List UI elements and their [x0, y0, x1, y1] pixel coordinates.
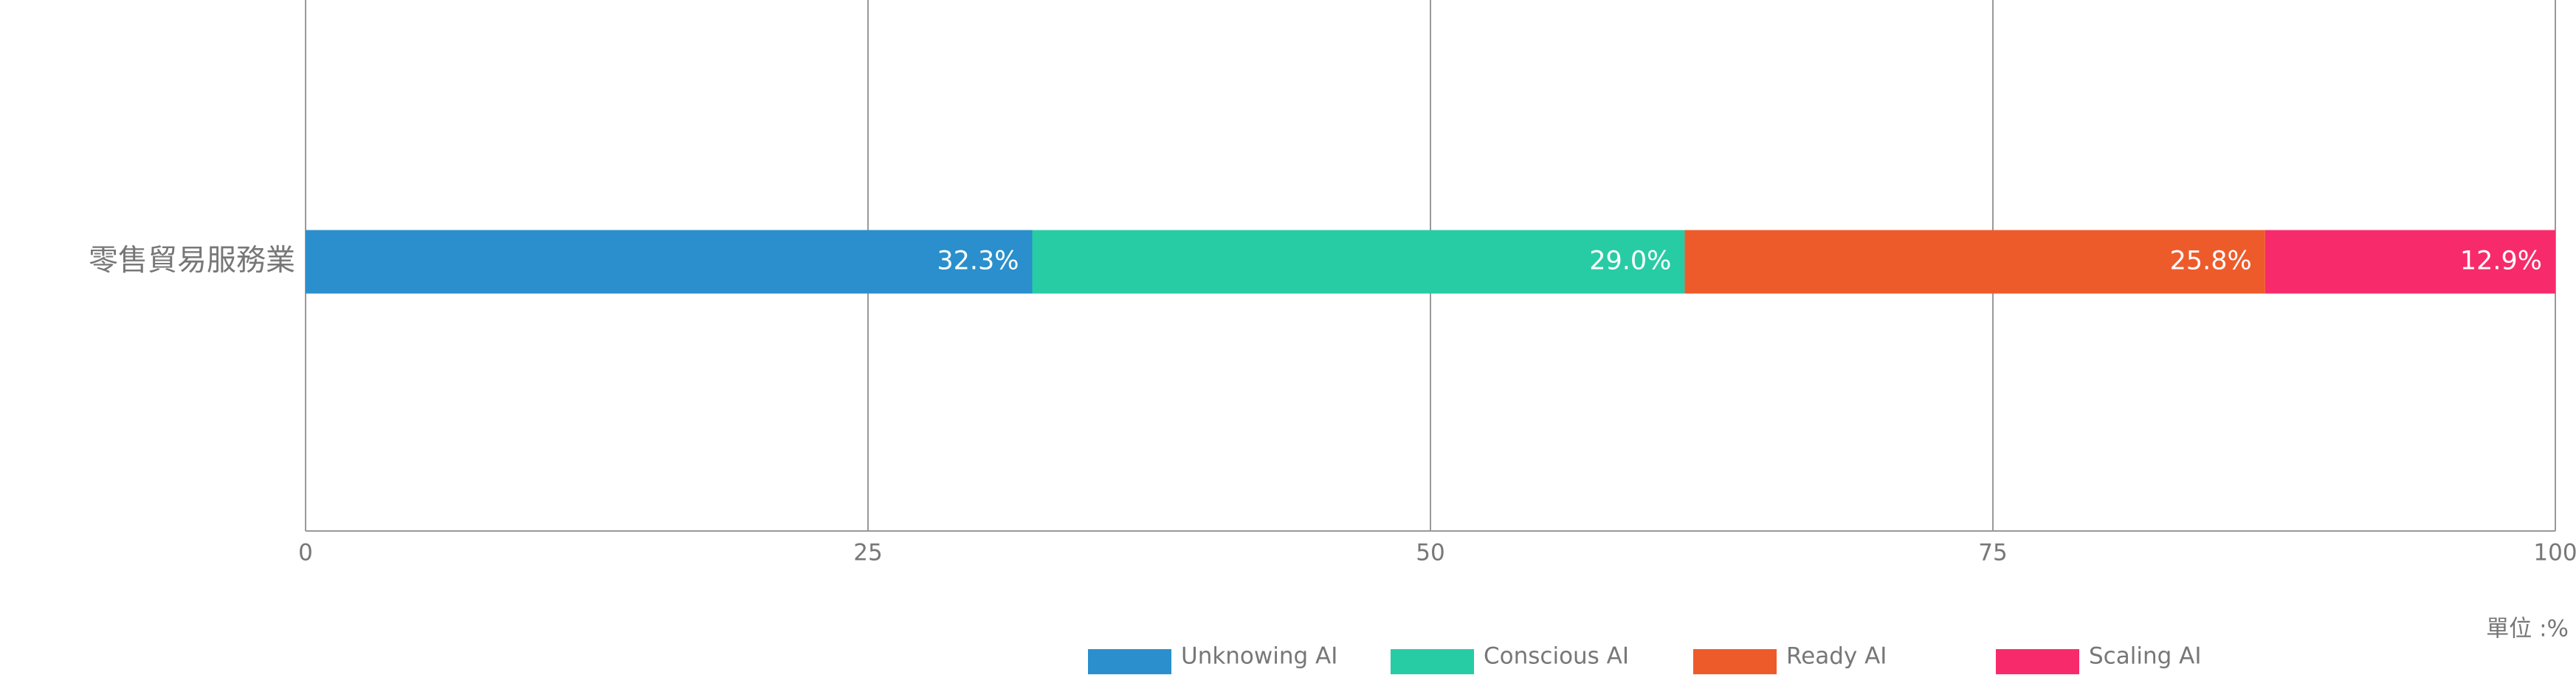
- legend-swatch: [1693, 649, 1777, 674]
- value-label: 12.9%: [2460, 247, 2542, 276]
- legend-label: Ready AI: [1786, 643, 1887, 670]
- legend-label: Unknowing AI: [1181, 643, 1337, 670]
- legend-swatch: [1088, 649, 1171, 674]
- legend-swatch: [1391, 649, 1474, 674]
- value-label: 32.3%: [937, 247, 1019, 276]
- value-label: 25.8%: [2170, 247, 2252, 276]
- legend-swatch: [1996, 649, 2079, 674]
- legend-label: Scaling AI: [2089, 643, 2201, 670]
- legend-label: Conscious AI: [1484, 643, 1629, 670]
- x-tick-label: 0: [298, 540, 313, 566]
- unit-note: 單位 :%: [2486, 616, 2569, 643]
- x-tick-label: 50: [1416, 540, 1444, 566]
- bar-segment: [1032, 230, 1685, 294]
- bar-segment: [1684, 230, 2265, 294]
- bar-segment: [306, 230, 1033, 294]
- x-tick-label: 100: [2533, 540, 2576, 566]
- x-tick-label: 75: [1978, 540, 2007, 566]
- value-label: 29.0%: [1589, 247, 1671, 276]
- x-tick-label: 25: [853, 540, 882, 566]
- y-tick-label: 零售貿易服務業: [89, 244, 295, 278]
- bar-segment: [2265, 230, 2555, 294]
